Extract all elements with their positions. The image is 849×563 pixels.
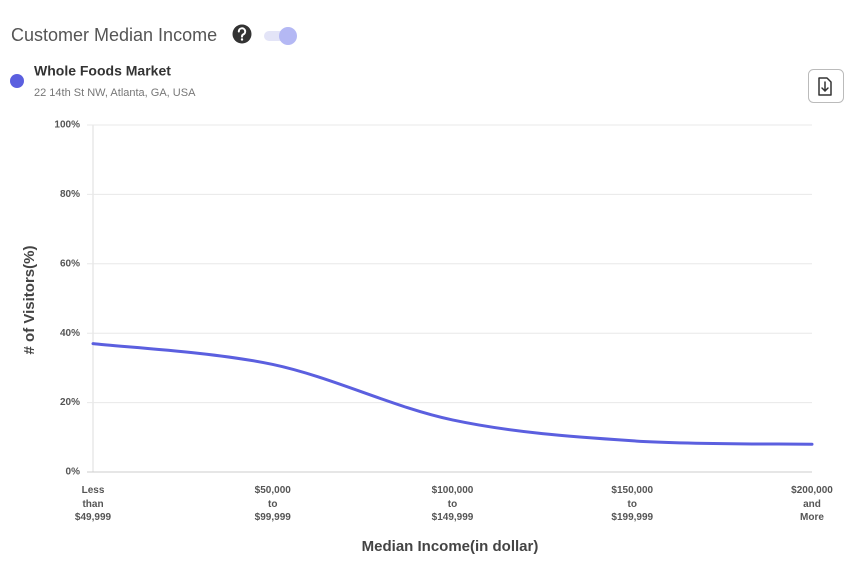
x-tick-label: Less than $49,999 bbox=[74, 485, 112, 523]
y-tick-label: 20% bbox=[60, 397, 80, 408]
help-icon[interactable] bbox=[232, 24, 252, 44]
x-tick-label: $150,000 to $199,999 bbox=[611, 485, 654, 523]
download-button[interactable] bbox=[808, 69, 844, 103]
x-tick-label: $50,000 to $99,999 bbox=[254, 485, 291, 523]
y-tick-label: 100% bbox=[54, 120, 80, 131]
line-series bbox=[91, 342, 814, 446]
x-tick-label: $100,000 to $149,999 bbox=[431, 485, 474, 523]
y-tick-label: 80% bbox=[60, 189, 80, 200]
x-axis-title: Median Income(in dollar) bbox=[362, 538, 539, 555]
y-tick-label: 40% bbox=[60, 328, 80, 339]
legend-dot bbox=[10, 74, 24, 88]
y-tick-label: 0% bbox=[66, 467, 81, 478]
toggle[interactable] bbox=[264, 27, 297, 45]
y-axis-title: # of Visitors(%) bbox=[21, 246, 38, 355]
y-tick-label: 60% bbox=[60, 258, 80, 269]
widget-title: Customer Median Income bbox=[11, 25, 217, 45]
location-address: 22 14th St NW, Atlanta, GA, USA bbox=[34, 87, 196, 99]
x-tick-label: $200,000 and More bbox=[791, 485, 833, 523]
legend-label: Whole Foods Market bbox=[34, 63, 171, 79]
